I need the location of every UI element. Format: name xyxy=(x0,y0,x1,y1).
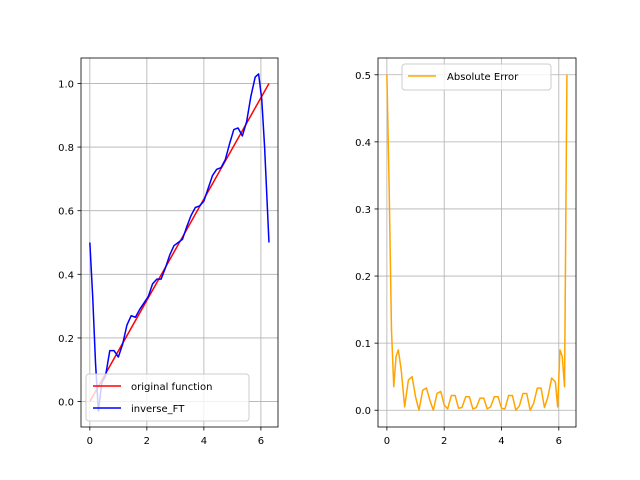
left-y-tick-label: 0.4 xyxy=(58,270,74,281)
right-axes-frame xyxy=(377,57,577,428)
left-y-tick-label: 1.0 xyxy=(58,79,74,90)
right-x-tick-label: 2 xyxy=(441,436,447,447)
left-axes-frame xyxy=(80,57,279,428)
right-x-tick-label: 6 xyxy=(556,436,562,447)
series-line-inverse-ft xyxy=(89,73,270,412)
left-x-tick-label: 4 xyxy=(201,436,207,447)
right-plot-lines xyxy=(386,74,568,411)
right-y-tick-label: 0.1 xyxy=(355,339,371,350)
left-y-tick-label: 0.6 xyxy=(58,207,74,218)
left-x-ticks: 0 2 4 6 xyxy=(87,427,264,447)
legend-absolute-error-label: Absolute Error xyxy=(447,72,519,83)
left-y-tick-label: 0.8 xyxy=(58,143,74,154)
left-x-tick-label: 0 xyxy=(87,436,93,447)
right-y-tick-label: 0.4 xyxy=(355,138,371,149)
right-y-tick-label: 0.0 xyxy=(355,406,371,417)
right-y-tick-label: 0.2 xyxy=(355,272,371,283)
right-x-tick-label: 0 xyxy=(384,436,390,447)
right-x-ticks: 0 2 4 6 xyxy=(384,427,562,447)
left-grid xyxy=(81,58,278,427)
right-legend-box xyxy=(401,63,552,91)
left-plot-lines xyxy=(89,73,270,412)
legend-inverse-ft-label: inverse_FT xyxy=(131,404,185,415)
right-y-tick-label: 0.3 xyxy=(355,205,371,216)
left-x-tick-label: 6 xyxy=(258,436,264,447)
right-legend: Absolute Error xyxy=(401,63,552,91)
left-y-tick-label: 0.0 xyxy=(58,398,74,409)
left-y-ticks: 0.0 0.2 0.4 0.6 0.8 1.0 xyxy=(58,79,81,409)
left-subplot: 0 2 4 6 0.0 0.2 0.4 0.6 0.8 1.0 original functio… xyxy=(58,57,279,447)
right-y-ticks: 0.0 0.1 0.2 0.3 0.4 0.5 xyxy=(355,71,378,417)
series-line-absolute-error xyxy=(386,74,568,411)
right-subplot: 0 2 4 6 0.0 0.1 0.2 0.3 0.4 0.5 Absolute Error xyxy=(355,57,577,447)
left-legend: original function inverse_FT xyxy=(85,373,250,422)
left-y-tick-label: 0.2 xyxy=(58,334,74,345)
legend-original-function-label: original function xyxy=(131,382,212,393)
right-y-tick-label: 0.5 xyxy=(355,71,371,82)
left-x-tick-label: 2 xyxy=(144,436,150,447)
left-legend-box xyxy=(85,373,250,422)
right-x-tick-label: 4 xyxy=(498,436,504,447)
